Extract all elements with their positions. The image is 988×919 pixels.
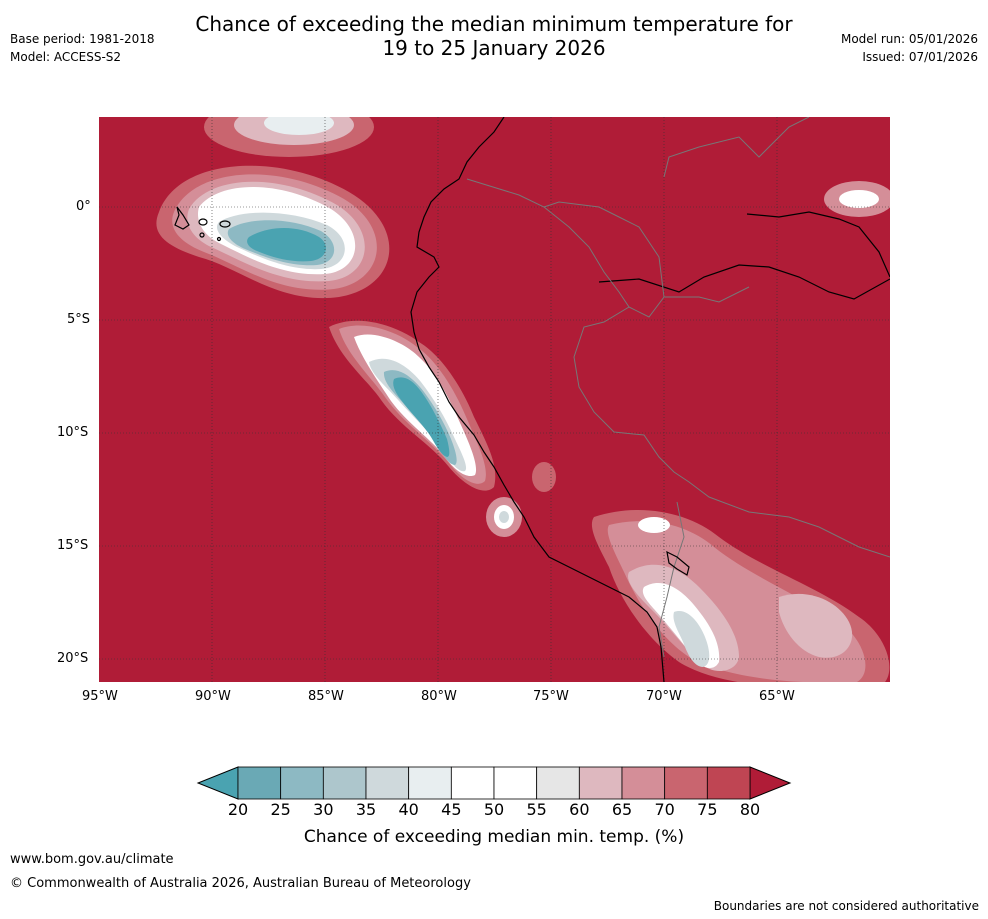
colorbar-tick-label: 60 xyxy=(569,800,590,819)
title-line-2: 19 to 25 January 2026 xyxy=(382,36,606,60)
model-run-text: Model run: 05/01/2026 xyxy=(840,32,978,46)
colorbar-tick-label: 35 xyxy=(355,800,377,819)
lon-label-70w: 70°W xyxy=(646,689,682,704)
bom-url-link[interactable]: www.bom.gov.au/climate xyxy=(10,852,174,867)
title-line-1: Chance of exceeding the median minimum t… xyxy=(195,12,793,36)
colorbar-tick-label: 80 xyxy=(739,800,761,819)
colorbar-cell xyxy=(322,766,367,800)
colorbar-low-extend xyxy=(196,766,239,800)
base-period-text: Base period: 1981-2018 xyxy=(10,32,155,46)
colorbar-cell xyxy=(450,766,495,800)
lat-label-5s: 5°S xyxy=(67,312,91,327)
forecast-map xyxy=(99,117,890,682)
galapagos-islands xyxy=(174,206,231,242)
lon-label-65w: 65°W xyxy=(759,689,795,704)
colorbar-tick-label: 55 xyxy=(526,800,547,819)
country-borders xyxy=(466,117,890,658)
colorbar-cell xyxy=(536,766,580,800)
lon-label-95w: 95°W xyxy=(82,689,118,704)
colorbar-tick-label: 65 xyxy=(611,800,633,819)
north-plume xyxy=(204,117,374,157)
colorbar-cell xyxy=(664,766,708,800)
colorbar-tick-label: 50 xyxy=(483,800,505,819)
colorbar-tick-label: 70 xyxy=(654,800,675,819)
lon-label-90w: 90°W xyxy=(195,689,231,704)
lat-label-0: 0° xyxy=(76,199,91,214)
colorbar-tick-label: 25 xyxy=(270,800,291,819)
colorbar-cell xyxy=(621,766,666,800)
lon-label-80w: 80°W xyxy=(421,689,457,704)
colorbar-cell xyxy=(237,766,282,800)
colorbar-ticks: 20 25 30 35 40 45 50 55 60 65 70 75 80 xyxy=(190,800,800,822)
colorbar xyxy=(196,766,792,800)
colorbar-cell xyxy=(408,766,452,800)
colorbar-cell xyxy=(493,766,538,800)
lat-label-15s: 15°S xyxy=(57,538,89,553)
model-text: Model: ACCESS-S2 xyxy=(10,50,122,64)
coastline xyxy=(410,117,665,682)
lon-label-75w: 75°W xyxy=(533,689,569,704)
colorbar-title: Chance of exceeding median min. temp. (%… xyxy=(303,827,685,847)
colorbar-tick-label: 40 xyxy=(398,800,419,819)
lat-label-20s: 20°S xyxy=(57,651,89,666)
lat-label-10s: 10°S xyxy=(57,425,89,440)
disclaimer-text: Boundaries are not considered authoritat… xyxy=(713,899,979,913)
colorbar-tick-label: 75 xyxy=(697,800,718,819)
galapagos-anomaly xyxy=(156,165,390,299)
colorbar-tick-label: 20 xyxy=(227,800,249,819)
lake-titicaca xyxy=(666,550,690,576)
southern-andes-anomaly xyxy=(591,181,890,682)
colorbar-tick-label: 45 xyxy=(441,800,462,819)
issued-text: Issued: 07/01/2026 xyxy=(862,50,978,64)
map-gridlines xyxy=(99,117,890,682)
colorbar-cell xyxy=(280,766,324,800)
lon-label-85w: 85°W xyxy=(308,689,344,704)
northern-coastline xyxy=(598,211,890,300)
map-title: Chance of exceeding the median minimum t… xyxy=(0,12,988,60)
colorbar-cell xyxy=(706,766,751,800)
colorbar-cell xyxy=(365,766,410,800)
colorbar-tick-label: 30 xyxy=(313,800,334,819)
peru-coastal-anomaly xyxy=(329,320,556,537)
colorbar-high-extend xyxy=(749,766,792,800)
copyright-text: © Commonwealth of Australia 2026, Austra… xyxy=(10,876,471,891)
colorbar-cell xyxy=(578,766,623,800)
